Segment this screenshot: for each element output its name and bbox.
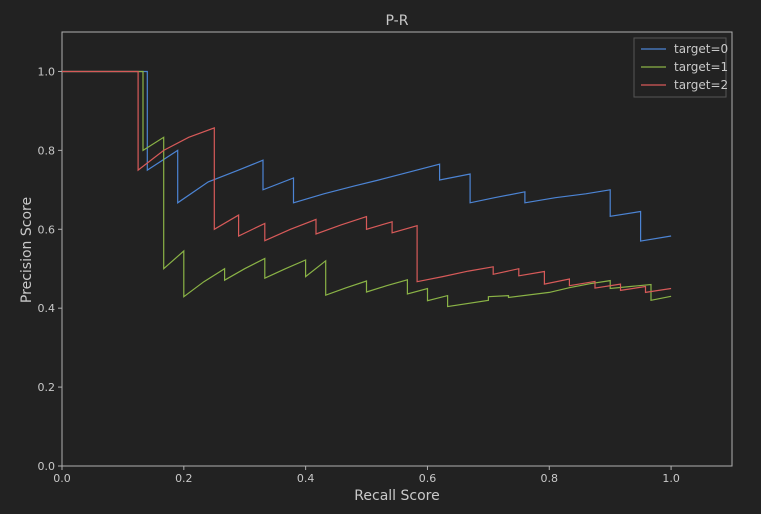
x-tick-label: 0.0	[53, 472, 71, 485]
series-line-0	[62, 70, 672, 242]
y-tick-label: 0.0	[38, 460, 56, 473]
series-line-2	[62, 70, 672, 294]
x-axis-label: Recall Score	[354, 488, 439, 504]
plot-area	[61, 31, 733, 467]
axis-ticks: 0.0 0.2 0.4 0.6 0.8 1.0 0.0 0.2 0.4 0.6 0.8 1.0	[38, 65, 680, 485]
y-tick-label: 1.0	[38, 65, 56, 78]
y-tick-label: 0.8	[38, 144, 56, 157]
y-tick-label: 0.2	[38, 381, 56, 394]
x-tick-label: 0.8	[541, 472, 559, 485]
series-line-1	[62, 70, 672, 308]
legend: target=0 target=1 target=2	[633, 37, 728, 98]
chart-title: P-R	[386, 13, 409, 29]
series-lines	[62, 70, 672, 308]
x-tick-label: 1.0	[662, 472, 680, 485]
x-tick-label: 0.2	[175, 472, 193, 485]
legend-label-2: target=2	[674, 78, 728, 92]
legend-label-0: target=0	[674, 42, 728, 56]
legend-label-1: target=1	[674, 60, 728, 74]
x-tick-label: 0.6	[419, 472, 437, 485]
y-axis-label: Precision Score	[19, 197, 35, 303]
x-tick-label: 0.4	[297, 472, 315, 485]
y-tick-label: 0.6	[38, 223, 56, 236]
y-tick-label: 0.4	[38, 302, 56, 315]
